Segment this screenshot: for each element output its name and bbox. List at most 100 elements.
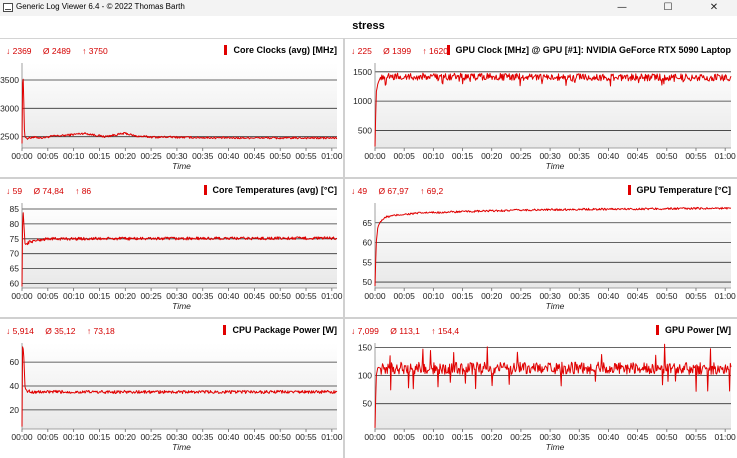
y-tick-label: 100: [358, 371, 372, 381]
x-tick-label: 00:45: [244, 291, 266, 301]
chart-title: GPU Clock [MHz] @ GPU [#1]: NVIDIA GeFor…: [446, 45, 731, 55]
log-header: stress: [0, 16, 737, 39]
stats-readout: ↓ 225 Ø 1399 ↑ 1620: [351, 46, 457, 56]
x-axis-label: Time: [172, 442, 191, 452]
x-tick-label: 00:15: [89, 151, 111, 161]
x-tick-label: 00:50: [656, 291, 678, 301]
x-tick-label: 00:25: [510, 151, 532, 161]
close-button[interactable]: ✕: [709, 2, 719, 13]
y-tick-label: 2500: [0, 132, 19, 142]
stat-max: ↑ 73,18: [86, 326, 115, 336]
x-tick-label: 00:15: [452, 432, 474, 442]
x-tick-label: 00:50: [270, 151, 292, 161]
x-tick-label: 00:30: [539, 432, 561, 442]
stat-avg: Ø 2489: [42, 46, 71, 56]
x-tick-label: 00:40: [218, 151, 240, 161]
y-tick-label: 60: [363, 238, 373, 248]
stat-max: ↑ 3750: [82, 46, 108, 56]
stat-max: ↑ 154,4: [431, 326, 460, 336]
series-line: [21, 346, 338, 427]
x-tick-label: 01:00: [715, 291, 737, 301]
x-tick-label: 00:00: [11, 151, 33, 161]
chart-title: GPU Power [W]: [655, 325, 731, 335]
stat-avg: Ø 1399: [383, 46, 412, 56]
stat-avg: Ø 35,12: [45, 326, 76, 336]
x-axis-label: Time: [546, 442, 565, 452]
x-tick-label: 00:30: [166, 151, 188, 161]
x-tick-label: 00:35: [192, 291, 214, 301]
stat-min: ↓ 59: [6, 186, 23, 196]
minimize-button[interactable]: —: [617, 2, 627, 13]
x-tick-label: 00:35: [569, 432, 591, 442]
x-tick-label: 00:30: [166, 432, 188, 442]
x-tick-label: 00:35: [192, 151, 214, 161]
y-tick-label: 60: [10, 279, 20, 289]
panel-divider-horizontal-1: [0, 177, 737, 179]
y-tick-label: 40: [10, 381, 20, 391]
x-axis-label: Time: [172, 301, 191, 311]
x-tick-label: 00:45: [244, 432, 266, 442]
x-tick-label: 00:15: [452, 151, 474, 161]
y-tick-label: 65: [363, 218, 373, 228]
y-tick-label: 20: [10, 405, 20, 415]
plot-area: [375, 203, 731, 288]
y-tick-label: 85: [10, 204, 20, 214]
x-tick-label: 00:30: [539, 291, 561, 301]
plot-area: [375, 63, 731, 148]
chart-panel-cpu-package-power: ↓ 5,914 Ø 35,12 ↑ 73,18 CPU Package Powe…: [0, 319, 343, 458]
x-tick-label: 00:55: [295, 291, 317, 301]
x-tick-label: 00:10: [423, 432, 445, 442]
x-tick-label: 00:10: [63, 291, 85, 301]
series-line: [21, 78, 338, 144]
x-tick-label: 00:55: [295, 432, 317, 442]
stats-readout: ↓ 49 Ø 67,97 ↑ 69,2: [351, 186, 452, 196]
x-tick-label: 00:50: [656, 432, 678, 442]
page-title: stress: [352, 20, 385, 32]
x-axis-label: Time: [172, 161, 191, 171]
x-tick-label: 00:25: [510, 432, 532, 442]
x-tick-label: 00:20: [115, 151, 137, 161]
x-tick-label: 00:15: [452, 291, 474, 301]
x-tick-label: 01:00: [715, 432, 737, 442]
stats-readout: ↓ 7,099 Ø 113,1 ↑ 154,4: [351, 326, 468, 336]
y-tick-label: 75: [10, 234, 20, 244]
series-line: [374, 72, 732, 147]
y-tick-label: 50: [363, 399, 373, 409]
x-tick-label: 00:55: [685, 432, 707, 442]
x-tick-label: 00:25: [140, 432, 162, 442]
y-tick-label: 70: [10, 249, 20, 259]
x-tick-label: 00:30: [539, 151, 561, 161]
x-tick-label: 00:10: [63, 151, 85, 161]
x-tick-label: 00:15: [89, 291, 111, 301]
x-tick-label: 00:20: [481, 151, 503, 161]
x-axis-label: Time: [546, 161, 565, 171]
stat-min: ↓ 2369: [6, 46, 32, 56]
y-tick-label: 55: [363, 257, 373, 267]
y-tick-label: 80: [10, 219, 20, 229]
x-tick-label: 00:10: [423, 151, 445, 161]
x-tick-label: 00:25: [510, 291, 532, 301]
plot-area: [375, 343, 731, 429]
series-line: [374, 206, 732, 287]
x-tick-label: 00:05: [37, 432, 59, 442]
panel-divider-vertical: [343, 38, 345, 458]
window-titlebar: Generic Log Viewer 6.4 - © 2022 Thomas B…: [0, 0, 737, 16]
x-tick-label: 00:55: [685, 291, 707, 301]
stat-max: ↑ 1620: [422, 46, 448, 56]
x-tick-label: 00:55: [295, 151, 317, 161]
y-tick-label: 65: [10, 264, 20, 274]
x-tick-label: 00:00: [11, 432, 33, 442]
x-axis-label: Time: [546, 301, 565, 311]
chart-panel-core-temperatures: ↓ 59 Ø 74,84 ↑ 86 Core Temperatures (avg…: [0, 179, 343, 317]
x-tick-label: 00:40: [598, 291, 620, 301]
panel-divider-horizontal-2: [0, 317, 737, 319]
x-tick-label: 00:55: [685, 151, 707, 161]
x-tick-label: 00:00: [364, 291, 386, 301]
x-tick-label: 00:40: [598, 432, 620, 442]
maximize-button[interactable]: ☐: [663, 2, 673, 13]
app-log-icon: [3, 3, 13, 12]
x-tick-label: 00:05: [394, 432, 416, 442]
x-tick-label: 00:50: [270, 291, 292, 301]
